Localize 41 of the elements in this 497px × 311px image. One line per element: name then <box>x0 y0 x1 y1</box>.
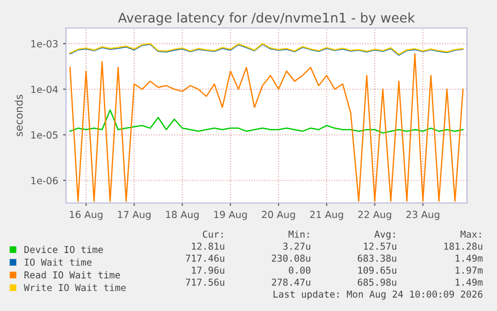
text: Min: <box>288 230 309 238</box>
text: Avg: <box>374 230 395 240</box>
x-tick-label: 23 Aug <box>406 210 440 220</box>
text: 109.65u <box>358 266 396 274</box>
x-tick-label: 18 Aug <box>166 210 199 220</box>
y-tick-label: 1e-05 <box>31 131 58 139</box>
text: Last update: Mon Aug 24 10:00:09 2026 <box>274 290 482 300</box>
text: 230.08u <box>272 254 310 262</box>
line-series <box>69 109 464 134</box>
text: 1.49m <box>456 254 483 262</box>
text: 12.57u <box>364 242 396 250</box>
y-tick-label: 1e-06 <box>31 176 58 184</box>
y-tick-label: 1e-04 <box>31 86 58 94</box>
text: 685.98u <box>358 278 396 286</box>
x-tick-label: 16 Aug <box>70 210 102 220</box>
chart-title: Average latency for /dev/nvme1n1 - by week <box>118 12 415 26</box>
legend-label: IO Wait time <box>24 258 92 266</box>
text: 12.81u <box>192 242 224 250</box>
text: 1.97m <box>456 266 483 274</box>
text: 1.49m <box>456 278 483 286</box>
legend-label: Device IO time <box>24 246 103 254</box>
text: 0.00 <box>288 266 310 274</box>
text: 278.47u <box>272 278 310 286</box>
text: 717.46u <box>186 254 224 262</box>
line-series <box>69 53 464 202</box>
text: Cur: <box>202 230 223 238</box>
text: 717.56u <box>186 278 224 286</box>
text: 683.38u <box>358 254 396 262</box>
text: Max: <box>460 230 481 238</box>
legend-label: Read IO Wait time <box>24 271 120 278</box>
y-tick-label: 1e-03 <box>31 40 58 48</box>
text: 17.96u <box>192 266 224 274</box>
x-tick-label: 20 Aug <box>262 210 295 220</box>
legend-label: Write IO Wait time <box>24 284 126 292</box>
x-tick-label: 22 Aug <box>358 210 392 220</box>
y-axis-title: seconds <box>14 94 23 136</box>
text: 3.27u <box>283 242 310 250</box>
x-tick-label: 17 Aug <box>118 210 151 220</box>
text: 181.28u <box>444 242 482 250</box>
x-tick-label: 21 Aug <box>310 210 343 220</box>
x-tick-label: 19 Aug <box>214 210 247 220</box>
